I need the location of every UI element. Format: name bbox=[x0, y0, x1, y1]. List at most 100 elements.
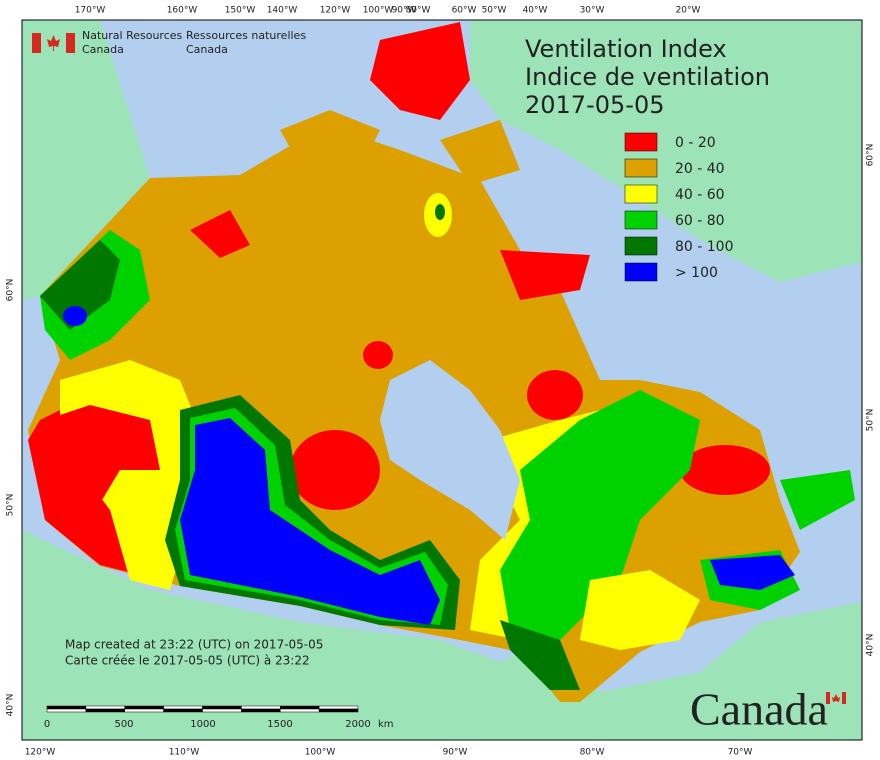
graticule-label: 20°W bbox=[676, 6, 701, 16]
graticule-label: 90°W bbox=[443, 748, 468, 758]
flag-bar bbox=[842, 692, 846, 704]
legend-label: 20 - 40 bbox=[675, 161, 725, 177]
scale-unit: km bbox=[378, 719, 394, 730]
scale-segment bbox=[46, 708, 87, 713]
hudson-bay bbox=[380, 360, 520, 540]
scale-segment bbox=[241, 708, 281, 713]
graticule-label: 60°N bbox=[6, 279, 16, 302]
graticule-label: 160°W bbox=[167, 6, 198, 16]
scale-segment bbox=[280, 708, 320, 713]
index-area bbox=[500, 620, 580, 690]
island bbox=[440, 120, 520, 185]
graticule-label: 30°W bbox=[580, 6, 605, 16]
graticule-label: 170°W bbox=[75, 6, 106, 16]
map-note: Map created at 23:22 (UTC) on 2017-05-05 bbox=[65, 638, 323, 652]
scale-segment bbox=[318, 708, 359, 713]
map-frame bbox=[21, 19, 863, 741]
index-area bbox=[435, 204, 445, 220]
index-area bbox=[190, 210, 250, 258]
legend-label: 0 - 20 bbox=[675, 135, 716, 151]
scale-label: 1000 bbox=[190, 719, 215, 730]
index-area bbox=[580, 570, 700, 650]
greenland bbox=[470, 20, 862, 282]
scale-segment bbox=[163, 705, 203, 710]
scale-label: 1500 bbox=[267, 719, 292, 730]
alaska bbox=[22, 20, 150, 300]
island bbox=[280, 110, 380, 170]
graticule-label: 100°W bbox=[305, 748, 336, 758]
legend-label: 60 - 80 bbox=[675, 213, 725, 229]
graticule-label: 60°N bbox=[866, 144, 876, 167]
graticule-label: 80°W bbox=[406, 6, 431, 16]
scale-label: 0 bbox=[44, 719, 50, 730]
legend-label: 40 - 60 bbox=[675, 187, 725, 203]
legend-swatch bbox=[624, 158, 658, 178]
map-title: Indice de ventilation bbox=[525, 63, 770, 91]
scale-segment bbox=[46, 705, 87, 710]
index-area bbox=[710, 555, 795, 590]
maple-leaf bbox=[47, 35, 60, 51]
map-title: 2017-05-05 bbox=[525, 91, 664, 119]
flag-bar bbox=[66, 33, 75, 53]
graticule-label: 60°W bbox=[452, 6, 477, 16]
graticule-label: 50°W bbox=[482, 6, 507, 16]
graticule-label: 120°W bbox=[320, 6, 351, 16]
legend-label: > 100 bbox=[675, 265, 718, 281]
agency-name: Ressources naturelles bbox=[186, 29, 306, 42]
legend-swatch bbox=[624, 132, 658, 152]
graticule-label: 40°N bbox=[6, 694, 16, 717]
graticule-label: 70°W bbox=[728, 748, 753, 758]
island bbox=[370, 22, 470, 120]
index-area bbox=[363, 341, 393, 369]
graticule-label: 140°W bbox=[267, 6, 298, 16]
flag-bar bbox=[32, 33, 41, 53]
legend-swatch bbox=[624, 210, 658, 230]
legend-label: 80 - 100 bbox=[675, 239, 734, 255]
logo bbox=[32, 33, 75, 53]
scale-segment bbox=[124, 708, 164, 713]
scale-label: 2000 bbox=[345, 719, 370, 730]
graticule-label: 100°W bbox=[363, 6, 394, 16]
scale-segment bbox=[202, 705, 242, 710]
graticule-label: 120°W bbox=[25, 748, 56, 758]
legend-swatch bbox=[624, 236, 658, 256]
graticule-label: 90°W bbox=[392, 6, 417, 16]
scale-segment bbox=[280, 705, 320, 710]
scale-segment bbox=[163, 708, 203, 713]
graticule-label: 110°W bbox=[169, 748, 200, 758]
scale-segment bbox=[85, 708, 125, 713]
map-title: Ventilation Index bbox=[525, 35, 727, 63]
graticule-label: 40°N bbox=[866, 634, 876, 657]
flag-bar bbox=[826, 692, 830, 704]
graticule-label: 50°N bbox=[6, 494, 16, 517]
index-area bbox=[680, 445, 770, 495]
index-area bbox=[40, 240, 120, 330]
index-area bbox=[63, 306, 87, 326]
graticule-label: 40°W bbox=[523, 6, 548, 16]
map-note: Carte créée le 2017-05-05 (UTC) à 23:22 bbox=[65, 654, 310, 668]
legend-swatch bbox=[624, 262, 658, 282]
legend-swatch bbox=[624, 184, 658, 204]
graticule-label: 150°W bbox=[225, 6, 256, 16]
index-area bbox=[500, 390, 700, 640]
land bbox=[22, 20, 862, 740]
index-area bbox=[40, 405, 160, 560]
scale-segment bbox=[241, 705, 281, 710]
scale-segment bbox=[85, 705, 125, 710]
agency-name: Natural Resources bbox=[82, 29, 183, 42]
wordmark-flag bbox=[826, 692, 846, 704]
united-states bbox=[22, 530, 862, 740]
canada bbox=[28, 22, 855, 702]
island bbox=[500, 250, 590, 300]
index-area bbox=[780, 470, 855, 530]
scale-label: 500 bbox=[114, 719, 133, 730]
agency-name: Canada bbox=[186, 43, 228, 56]
index-area bbox=[290, 430, 380, 510]
scale-segment bbox=[202, 708, 242, 713]
index-area bbox=[180, 418, 440, 625]
maple-leaf bbox=[832, 694, 840, 702]
graticule-label: 50°N bbox=[866, 409, 876, 432]
wordmark: Canada bbox=[690, 684, 828, 735]
